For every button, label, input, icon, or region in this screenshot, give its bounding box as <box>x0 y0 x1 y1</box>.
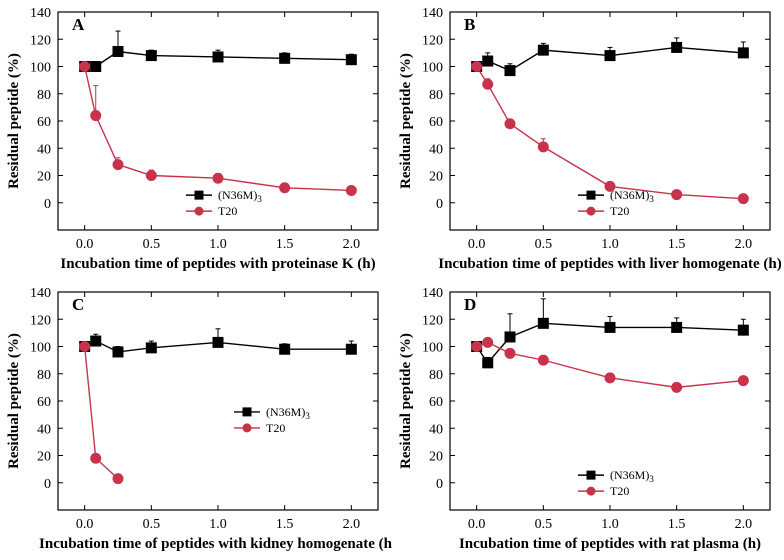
panel-container-b: 0 20 40 60 80 100 120 140 0.0 0.5 1.0 1.5 2.0 (N36M)3… <box>392 0 784 280</box>
svg-text:1.5: 1.5 <box>668 517 686 532</box>
svg-text:2.0: 2.0 <box>735 237 753 252</box>
x-axis-label: Incubation time of peptides with protein… <box>60 256 375 272</box>
x-axis-label: Incubation time of peptides with liver h… <box>438 256 781 272</box>
svg-text:120: 120 <box>422 313 443 328</box>
svg-text:0.5: 0.5 <box>143 237 161 252</box>
panel-letter: A <box>72 15 85 34</box>
svg-text:40: 40 <box>429 142 443 157</box>
panel-container-a: 0 20 40 60 80 100 120 140 0.0 0.5 1.0 1.5 2.0 (N36M)3… <box>0 0 392 280</box>
svg-text:20: 20 <box>37 450 51 465</box>
x-axis-label: Incubation time of peptides with kidney … <box>39 536 392 552</box>
svg-text:2.0: 2.0 <box>343 517 361 532</box>
svg-text:140: 140 <box>30 286 51 301</box>
svg-text:0: 0 <box>44 197 51 212</box>
svg-text:2.0: 2.0 <box>343 237 361 252</box>
panel-b: 0 20 40 60 80 100 120 140 0.0 0.5 1.0 1.5 2.0 (N36M)3… <box>392 0 784 280</box>
panel-d: 0 20 40 60 80 100 120 140 0.0 0.5 1.0 1.5 2.0 (N36M)3… <box>392 280 784 560</box>
svg-text:100: 100 <box>422 341 443 356</box>
svg-text:140: 140 <box>422 286 443 301</box>
svg-text:80: 80 <box>429 368 443 383</box>
panel-letter: D <box>464 295 476 314</box>
panel-letter: B <box>464 15 475 34</box>
svg-text:1.0: 1.0 <box>209 517 227 532</box>
x-axis-label: Incubation time of peptides with rat pla… <box>459 536 761 552</box>
svg-text:1.5: 1.5 <box>276 517 294 532</box>
svg-text:(N36M)3: (N36M)3 <box>610 188 654 204</box>
svg-text:0.5: 0.5 <box>143 517 161 532</box>
svg-text:100: 100 <box>422 61 443 76</box>
y-axis-label: Residual peptide (%) <box>6 333 22 469</box>
svg-text:80: 80 <box>37 88 51 103</box>
svg-text:60: 60 <box>429 395 443 410</box>
svg-text:0: 0 <box>436 197 443 212</box>
svg-text:100: 100 <box>30 341 51 356</box>
svg-text:40: 40 <box>429 422 443 437</box>
svg-text:2.0: 2.0 <box>735 517 753 532</box>
svg-text:1.0: 1.0 <box>601 517 619 532</box>
svg-text:20: 20 <box>429 170 443 185</box>
svg-text:1.5: 1.5 <box>276 237 294 252</box>
panel-letter: C <box>72 295 84 314</box>
y-axis-label: Residual peptide (%) <box>398 333 414 469</box>
svg-text:(N36M)3: (N36M)3 <box>266 405 310 421</box>
svg-text:60: 60 <box>37 395 51 410</box>
svg-text:140: 140 <box>30 6 51 21</box>
y-axis-label: Residual peptide (%) <box>398 53 414 189</box>
svg-text:1.5: 1.5 <box>668 237 686 252</box>
panel-a: 0 20 40 60 80 100 120 140 0.0 0.5 1.0 1.5 2.0 (N36M)3… <box>0 0 392 280</box>
svg-text:80: 80 <box>429 88 443 103</box>
panel-container-c: 0 20 40 60 80 100 120 140 0.0 0.5 1.0 1.5 2.0 (N36M)3… <box>0 280 392 560</box>
svg-text:0.0: 0.0 <box>468 237 486 252</box>
svg-text:60: 60 <box>429 115 443 130</box>
svg-text:100: 100 <box>30 61 51 76</box>
svg-text:20: 20 <box>429 450 443 465</box>
svg-text:120: 120 <box>422 33 443 48</box>
svg-text:0.0: 0.0 <box>468 517 486 532</box>
svg-text:0.5: 0.5 <box>535 237 553 252</box>
svg-text:40: 40 <box>37 142 51 157</box>
svg-text:T20: T20 <box>610 204 629 218</box>
svg-text:80: 80 <box>37 368 51 383</box>
svg-text:40: 40 <box>37 422 51 437</box>
svg-text:(N36M)3: (N36M)3 <box>218 188 262 204</box>
y-axis-label: Residual peptide (%) <box>6 53 22 189</box>
svg-text:T20: T20 <box>610 484 629 498</box>
svg-text:(N36M)3: (N36M)3 <box>610 468 654 484</box>
svg-text:60: 60 <box>37 115 51 130</box>
svg-text:0.0: 0.0 <box>76 237 94 252</box>
svg-text:20: 20 <box>37 170 51 185</box>
svg-text:120: 120 <box>30 313 51 328</box>
svg-text:0.0: 0.0 <box>76 517 94 532</box>
panel-c: 0 20 40 60 80 100 120 140 0.0 0.5 1.0 1.5 2.0 (N36M)3… <box>0 280 392 560</box>
svg-text:140: 140 <box>422 6 443 21</box>
svg-text:0.5: 0.5 <box>535 517 553 532</box>
svg-text:0: 0 <box>44 477 51 492</box>
svg-text:1.0: 1.0 <box>601 237 619 252</box>
svg-text:1.0: 1.0 <box>209 237 227 252</box>
panel-container-d: 0 20 40 60 80 100 120 140 0.0 0.5 1.0 1.5 2.0 (N36M)3… <box>392 280 784 560</box>
svg-text:T20: T20 <box>266 421 285 435</box>
svg-text:T20: T20 <box>218 204 237 218</box>
svg-text:120: 120 <box>30 33 51 48</box>
svg-text:0: 0 <box>436 477 443 492</box>
